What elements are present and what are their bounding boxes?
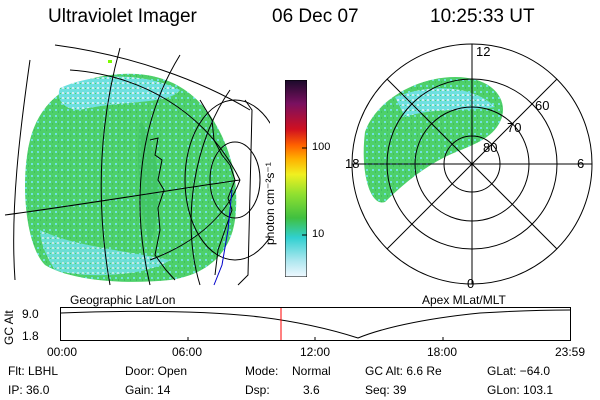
altitude-xtick-1: 06:00 [172, 345, 203, 359]
geo-grid [4, 44, 270, 286]
door-info: Door: Open [125, 364, 188, 378]
mlat-label-80: 80 [483, 140, 497, 155]
altitude-xtick-3: 18:00 [427, 345, 458, 359]
date-label: 06 Dec 07 [272, 6, 359, 27]
altitude-ytick-top: 9.0 [22, 307, 39, 321]
mode-label: Mode: [245, 364, 279, 378]
altitude-xtick-2: 12:00 [300, 345, 331, 359]
altitude-curve [60, 309, 571, 339]
uv-image-data [25, 73, 237, 282]
dsp-label: Dsp: [245, 383, 270, 397]
mlt-label-6: 6 [577, 156, 584, 171]
colorbar-unit-label: photon cm⁻²s⁻¹ [263, 162, 277, 245]
glon-info: GLon: 103.1 [487, 383, 554, 397]
seq-info: Seq: 39 [365, 383, 407, 397]
gc-alt-info: GC Alt: 6.6 Re [365, 364, 442, 378]
green-speck [108, 60, 112, 63]
geographic-image-panel [4, 44, 270, 286]
mlt-label-12: 12 [476, 44, 490, 59]
colorbar-tick-10: 10 [312, 228, 325, 240]
instrument-title: Ultraviolet Imager [48, 6, 197, 27]
polar-image-panel: 12 18 6 0 60 70 80 [345, 43, 593, 291]
coastline [149, 99, 236, 281]
mlt-label-0: 0 [467, 276, 474, 291]
glat-info: GLat: −64.0 [487, 364, 551, 378]
title-bar: Ultraviolet Imager 06 Dec 07 10:25:33 UT [0, 6, 600, 30]
dsp-value: 3.6 [303, 383, 320, 397]
info-row-2: IP: 36.0 Gain: 14 Dsp: 3.6 Seq: 39 GLon:… [0, 383, 600, 399]
altitude-xtick-4: 23:59 [555, 345, 586, 359]
ip-info: IP: 36.0 [8, 383, 50, 397]
time-label: 10:25:33 UT [430, 6, 535, 27]
polar-panel-label: Apex MLat/MLT [422, 293, 506, 307]
polar-grid [351, 43, 593, 285]
mlat-label-60: 60 [535, 98, 549, 113]
altitude-ylabel: GC Alt [2, 310, 16, 345]
mode-value: Normal [292, 364, 331, 378]
mlt-label-18: 18 [345, 156, 359, 171]
mlat-label-70: 70 [507, 120, 521, 135]
info-row-1: Flt: LBHL Door: Open Mode: Normal GC Alt… [0, 364, 600, 380]
altitude-xtick-0: 00:00 [47, 345, 78, 359]
gain-info: Gain: 14 [125, 383, 171, 397]
filter-info: Flt: LBHL [8, 364, 59, 378]
altitude-ytick-bottom: 1.8 [22, 329, 39, 343]
colorbar-tick-100: 100 [312, 141, 331, 153]
altitude-plot [60, 307, 571, 341]
geo-panel-label: Geographic Lat/Lon [70, 293, 176, 307]
polar-uv-image [363, 77, 503, 203]
terminator-line [213, 189, 233, 286]
colorbar [284, 79, 308, 278]
